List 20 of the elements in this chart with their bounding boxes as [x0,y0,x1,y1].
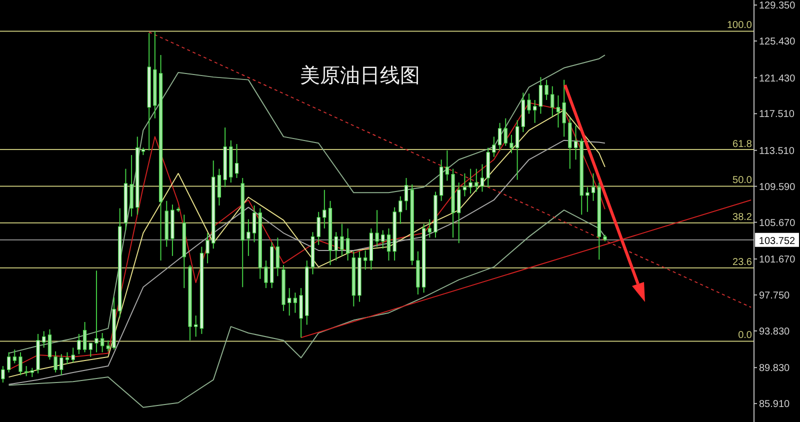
y-tick-label: 97.750 [759,290,790,302]
y-tick-label: 93.830 [759,326,790,338]
annotation: 23.6 [732,256,752,268]
y-tick-label: 129.350 [759,0,796,12]
annotation: 0.0 [738,330,752,342]
y-tick-label: 109.590 [759,182,796,193]
y-tick-label: 105.670 [759,218,796,229]
annotation: 100.0 [726,20,752,32]
ref-line-label: 103.752 [758,236,796,247]
y-tick-label: 89.830 [759,363,790,374]
y-tick-label: 117.510 [759,109,795,120]
y-tick-label: 125.430 [759,36,796,48]
annotation: 50.0 [732,175,752,186]
y-tick-label: 121.430 [759,73,796,84]
annotation: 38.2 [732,212,752,223]
y-tick-label: 101.670 [759,254,796,266]
annotation: 61.8 [732,138,752,150]
text: 美原油日线图 [300,64,420,89]
y-tick-label: 113.510 [759,146,795,157]
y-tick-label: 85.910 [759,399,790,410]
